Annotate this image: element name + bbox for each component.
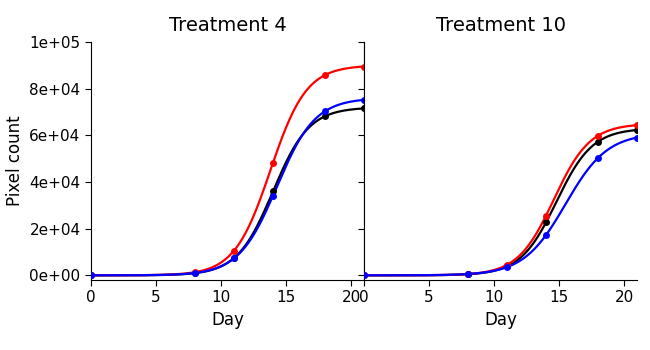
X-axis label: Day: Day (211, 311, 244, 329)
Title: Treatment 10: Treatment 10 (436, 16, 566, 35)
X-axis label: Day: Day (484, 311, 517, 329)
Title: Treatment 4: Treatment 4 (168, 16, 287, 35)
Y-axis label: Pixel count: Pixel count (6, 116, 24, 206)
